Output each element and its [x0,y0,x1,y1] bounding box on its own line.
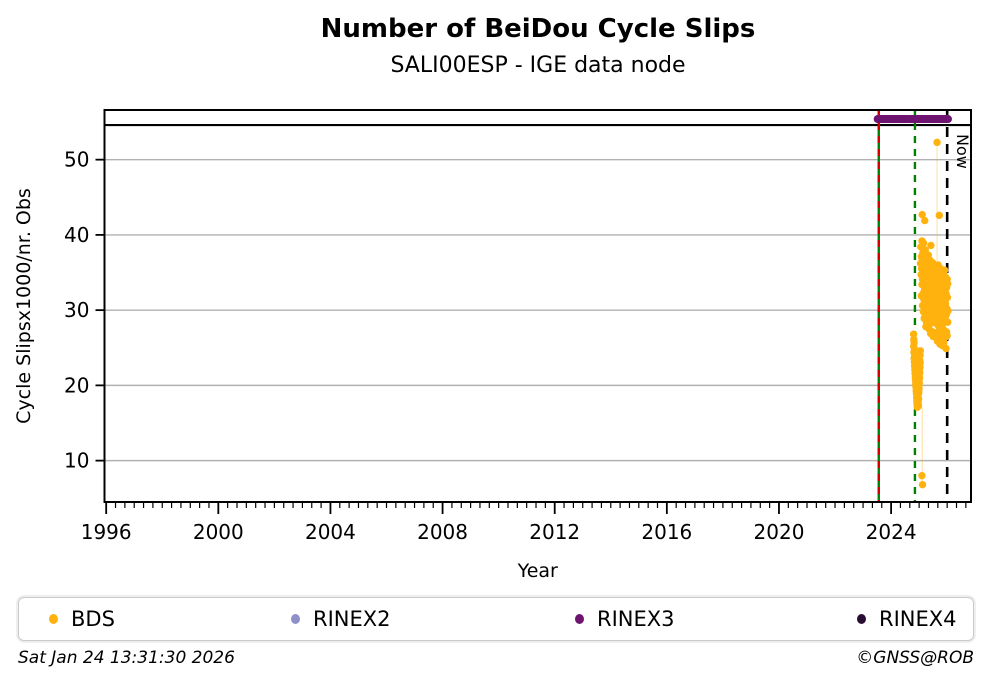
svg-text:Now: Now [953,134,972,169]
plot-timestamp: Sat Jan 24 13:31:30 2026 [18,648,235,668]
svg-text:2012: 2012 [529,520,580,544]
svg-text:Year: Year [517,560,558,582]
legend-item-rinex4: RINEX4 [857,598,957,640]
copyright: ©GNSS@ROB [856,648,974,668]
svg-text:2024: 2024 [866,520,917,544]
legend-label-rinex2: RINEX2 [313,607,391,631]
legend-label-rinex4: RINEX4 [879,607,957,631]
chart-subtitle: SALI00ESP - IGE data node [390,53,686,78]
svg-text:2016: 2016 [641,520,692,544]
legend: BDS RINEX2 RINEX3 RINEX4 [18,597,974,641]
svg-text:20: 20 [64,373,89,397]
rinex2-dot-icon [291,614,300,624]
chart-title: Number of BeiDou Cycle Slips [320,14,756,44]
svg-text:40: 40 [64,223,89,247]
rinex4-dot-icon [857,614,866,624]
legend-item-rinex3: RINEX3 [575,598,675,640]
legend-label-bds: BDS [71,607,115,631]
svg-text:50: 50 [64,148,89,172]
svg-text:2004: 2004 [305,520,356,544]
legend-label-rinex3: RINEX3 [597,607,675,631]
svg-text:2008: 2008 [417,520,468,544]
bds-dot-icon [49,614,58,624]
legend-item-bds: BDS [49,598,115,640]
legend-item-rinex2: RINEX2 [291,598,391,640]
title-block: Number of BeiDou Cycle Slips SALI00ESP -… [83,14,992,78]
svg-text:2020: 2020 [754,520,805,544]
rinex3-dot-icon [575,614,584,624]
svg-text:1996: 1996 [81,520,132,544]
svg-text:30: 30 [64,298,89,322]
svg-text:Cycle Slipsx1000/nr. Obs: Cycle Slipsx1000/nr. Obs [13,188,35,424]
svg-text:2000: 2000 [193,520,244,544]
plot-area: 10 20 30 40 50 1996 2000 2004 2008 2012 2016 2020 20… [13,109,972,582]
svg-text:10: 10 [64,449,89,473]
